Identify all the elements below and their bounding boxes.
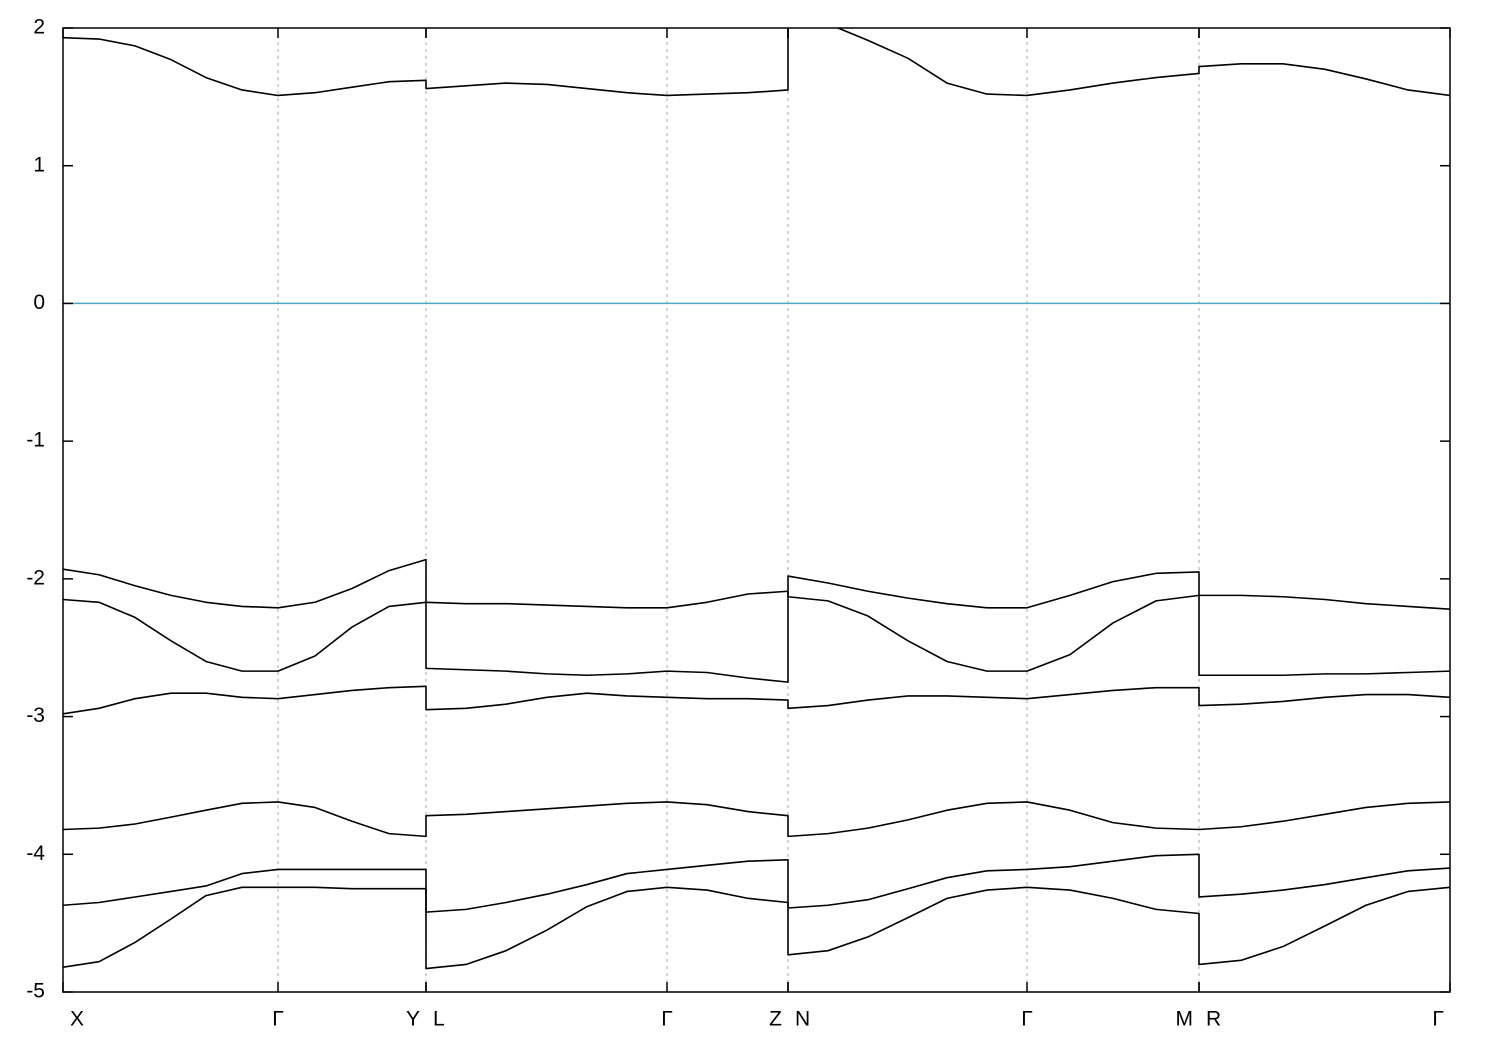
band-line (63, 590, 1450, 672)
grid (62, 28, 1451, 992)
x-tick-label: Γ (272, 1008, 284, 1031)
band-line (63, 801, 1450, 838)
band-line (63, 886, 1450, 970)
axes: -5 -4 -3 -2 -1 0 1 2 X Γ Y L Γ Z N Γ M R Γ (26, 16, 1451, 1031)
x-tick-label: R (1206, 1008, 1221, 1031)
y-tick-label: -3 (26, 704, 45, 727)
x-tick-label: N (795, 1008, 810, 1031)
plot-frame (62, 27, 1451, 993)
y-tick-label: -5 (26, 980, 45, 1003)
x-tick-label: Γ (1021, 1008, 1033, 1031)
x-tick-label: Y (406, 1008, 420, 1031)
band-line (63, 558, 1450, 683)
band-line (63, 853, 1450, 913)
y-tick-label: -4 (26, 842, 45, 865)
band-line (63, 685, 1450, 715)
y-tick-label: -2 (26, 566, 45, 589)
x-tick-label: Γ (661, 1008, 673, 1031)
x-tick-label: M (1176, 1008, 1194, 1031)
x-tick-label: Γ (1432, 1008, 1444, 1031)
x-tick-label: X (70, 1008, 84, 1031)
x-tick-label: Z (769, 1008, 782, 1031)
y-tick-label: -1 (26, 429, 45, 452)
y-tick-label: 0 (33, 291, 45, 314)
plot-area (63, 28, 1450, 970)
band-line (63, 28, 1450, 97)
y-tick-label: 1 (33, 153, 45, 176)
y-tick-label: 2 (33, 16, 45, 39)
x-tick-label: L (433, 1008, 445, 1031)
